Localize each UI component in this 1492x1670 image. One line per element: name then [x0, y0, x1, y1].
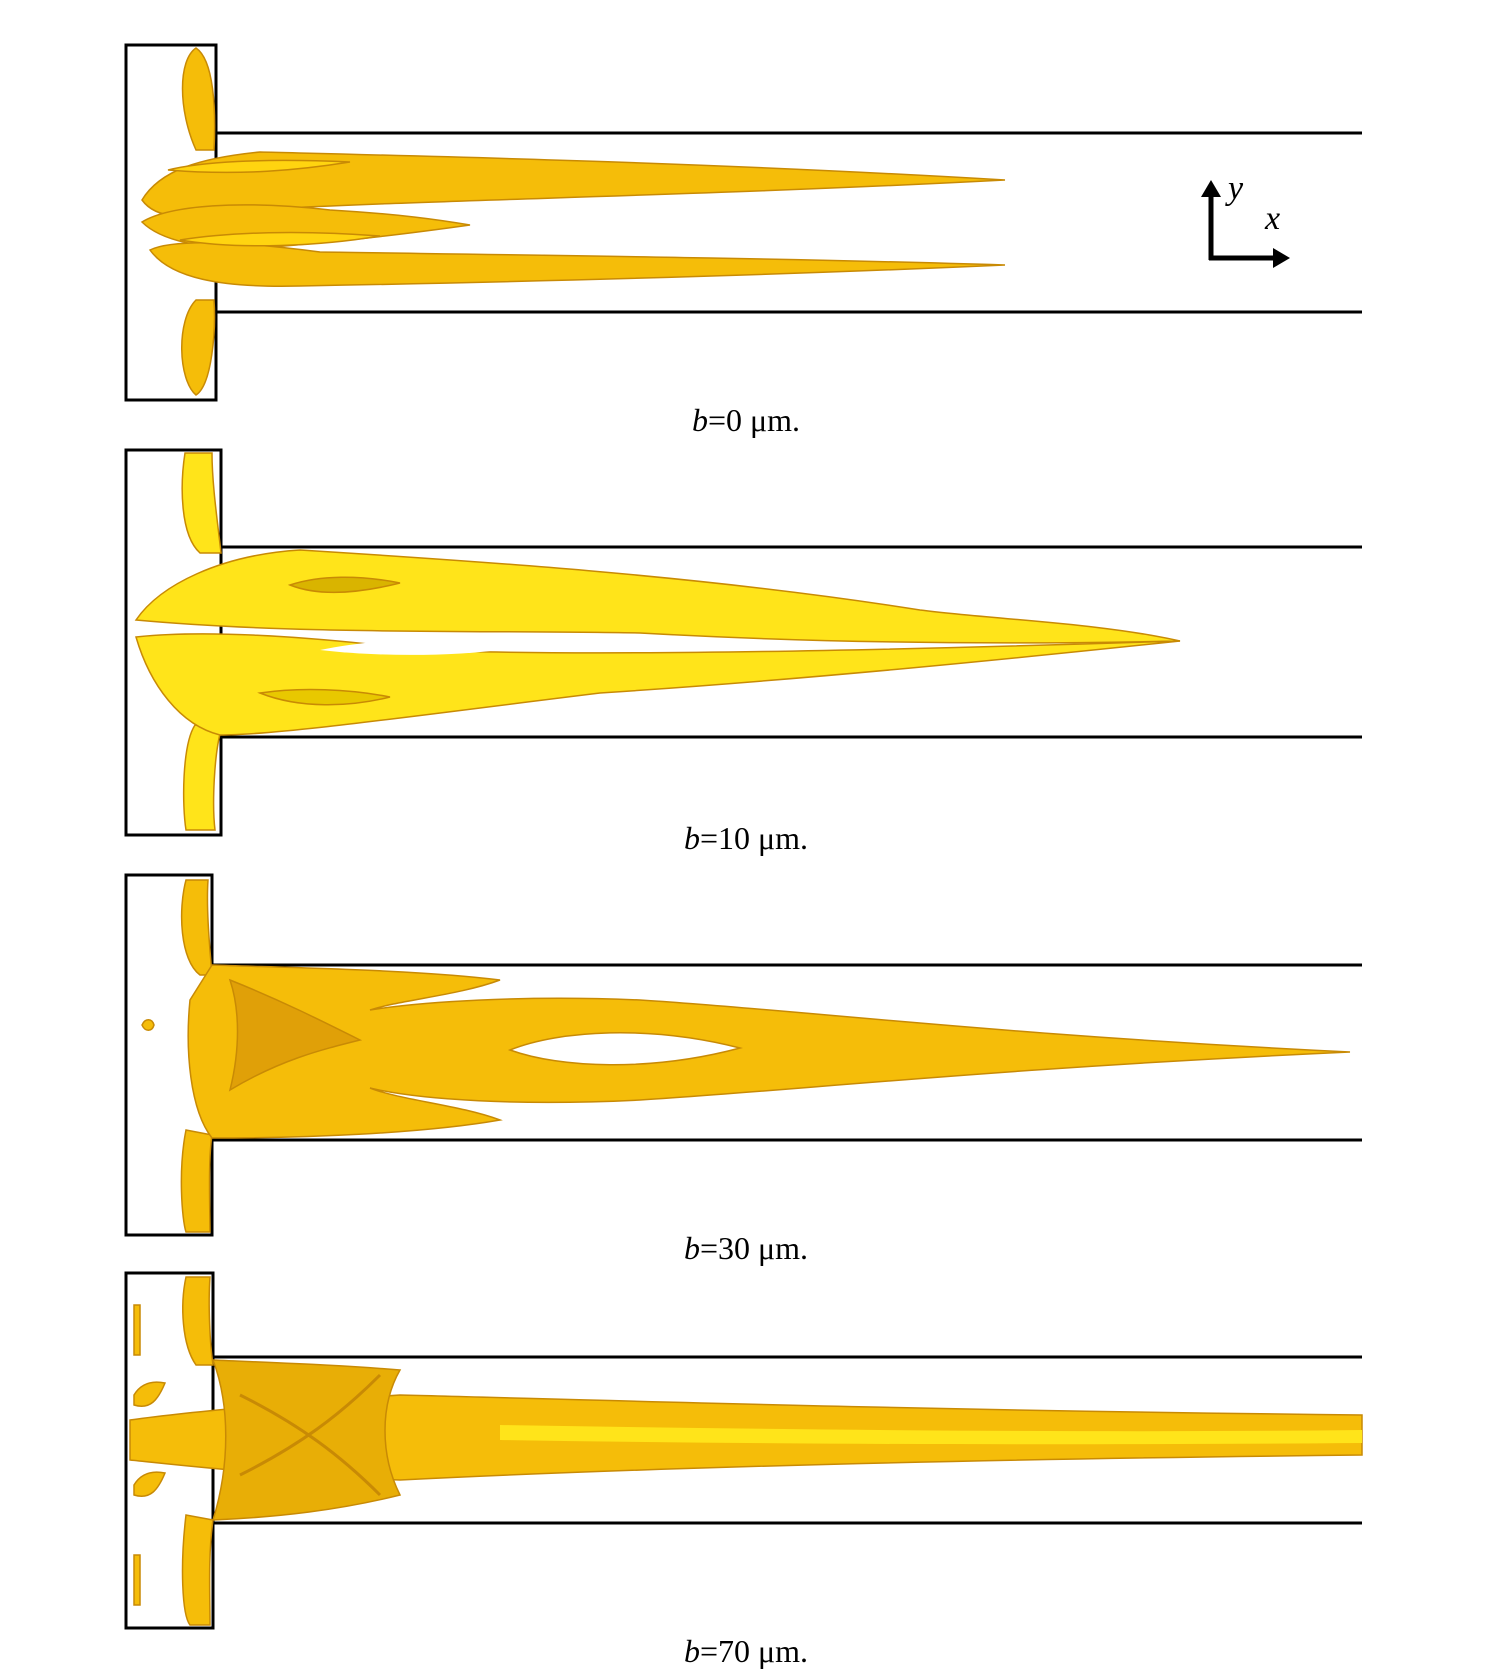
x-axis-label: x	[1265, 200, 1281, 237]
caption-value: =0 μm.	[707, 402, 801, 438]
panel-b-30: b=30 μm.	[0, 850, 1492, 1267]
channel-geometry	[124, 873, 1362, 1237]
fluid-isosurface	[141, 879, 1351, 1233]
fluid-isosurface	[134, 452, 1181, 831]
caption-variable: b	[683, 820, 700, 856]
panel-b-0: y x b=0 μm.	[0, 0, 1492, 438]
panel-caption-b-10: b=10 μm.	[0, 820, 1492, 857]
caption-variable: b	[683, 1633, 700, 1669]
panel-b-10-drawing	[124, 448, 1362, 837]
panel-b-0-drawing	[124, 43, 1362, 402]
caption-value: =10 μm.	[699, 820, 809, 856]
caption-variable: b	[691, 402, 708, 438]
fluid-isosurface	[129, 1276, 1363, 1626]
panel-caption-b-70: b=70 μm.	[0, 1633, 1492, 1670]
fluid-isosurface	[140, 47, 1006, 396]
y-axis-label: y	[1228, 170, 1244, 207]
panel-b-10: b=10 μm.	[0, 425, 1492, 856]
axis-indicator	[1201, 180, 1290, 268]
caption-value: =70 μm.	[699, 1633, 809, 1669]
panel-b-30-drawing	[124, 873, 1362, 1237]
panel-caption-b-0: b=0 μm.	[0, 402, 1492, 439]
panel-caption-b-30: b=30 μm.	[0, 1230, 1492, 1267]
caption-value: =30 μm.	[699, 1230, 809, 1266]
panel-b-70: b=70 μm.	[0, 1265, 1492, 1669]
panel-b-70-drawing	[124, 1271, 1363, 1630]
caption-variable: b	[683, 1230, 700, 1266]
